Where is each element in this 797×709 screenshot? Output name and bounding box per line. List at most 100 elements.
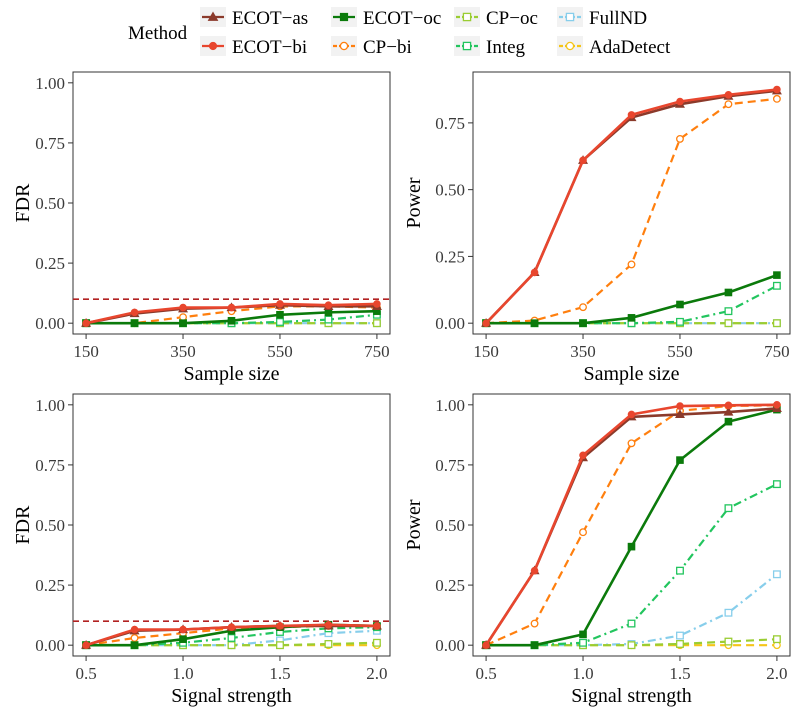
y-tick-label: 0.00 xyxy=(435,636,465,655)
data-point xyxy=(324,301,333,309)
y-axis-title: Power xyxy=(403,499,425,550)
data-point xyxy=(676,640,684,648)
y-tick-label: 0.25 xyxy=(435,576,465,595)
data-point xyxy=(130,634,139,642)
legend-label: FullND xyxy=(589,8,647,29)
legend-item: ECOT−oc xyxy=(331,7,441,29)
data-point xyxy=(773,401,781,409)
legend-label: Integ xyxy=(486,37,526,58)
data-point xyxy=(772,281,781,290)
data-point xyxy=(724,288,733,297)
data-point xyxy=(772,570,781,579)
data-point xyxy=(482,319,490,327)
legend-key-marker xyxy=(208,41,218,51)
legend-key-marker xyxy=(462,12,472,22)
y-tick-label: 0.00 xyxy=(435,314,465,333)
y-tick-label: 0.75 xyxy=(35,456,65,475)
data-point xyxy=(227,623,236,631)
y-tick-label: 0.25 xyxy=(35,576,65,595)
data-point xyxy=(627,410,636,419)
panel-fdr-signal: 0.00 0.25 0.50 0.75 1.00 0.5 1.0 1.5 2.0 Signal s… xyxy=(12,393,391,707)
data-point xyxy=(130,641,139,649)
legend: Method ECOT−as ECOT−oc CP−oc FullND ECOT−bi CP… xyxy=(128,7,671,58)
data-point xyxy=(676,97,684,106)
data-point xyxy=(373,622,381,630)
x-tick-label: 150 xyxy=(73,342,99,361)
data-point xyxy=(676,631,684,640)
x-tick-label: 350 xyxy=(570,342,596,361)
data-point xyxy=(579,156,587,165)
data-point xyxy=(676,566,684,575)
data-point xyxy=(627,641,636,650)
data-point xyxy=(82,319,90,327)
data-point xyxy=(724,608,733,617)
x-tick-label: 350 xyxy=(170,342,196,361)
legend-key-marker xyxy=(565,12,575,22)
panel-power-signal: 0.00 0.25 0.50 0.75 1.00 0.5 1.0 1.5 2.0 Signal s… xyxy=(403,393,791,707)
data-point xyxy=(530,268,539,277)
x-axis-title: Sample size xyxy=(583,363,679,385)
data-point xyxy=(276,318,284,326)
y-tick-label: 0.00 xyxy=(35,314,65,333)
data-point xyxy=(276,310,284,319)
y-axis-title: Power xyxy=(403,177,425,228)
data-point xyxy=(724,637,733,646)
data-point xyxy=(373,300,381,308)
data-point xyxy=(724,401,733,410)
data-point xyxy=(627,439,636,448)
x-tick-label: 0.5 xyxy=(75,664,96,683)
y-tick-label: 0.50 xyxy=(35,194,65,213)
data-point xyxy=(130,625,139,634)
x-tick-label: 550 xyxy=(267,342,293,361)
y-tick-label: 1.00 xyxy=(435,396,465,415)
data-point xyxy=(130,308,139,317)
data-point xyxy=(530,566,539,575)
series-ecot-bi xyxy=(82,620,381,649)
x-tick-label: 750 xyxy=(364,342,390,361)
legend-key-marker xyxy=(565,41,575,51)
data-point xyxy=(130,319,139,327)
data-point xyxy=(724,504,733,513)
data-point xyxy=(227,634,236,642)
legend-item: ECOT−bi xyxy=(200,36,307,58)
legend-item: CP−oc xyxy=(454,7,538,29)
data-point xyxy=(579,630,587,639)
data-point xyxy=(676,134,684,143)
data-point xyxy=(723,406,734,416)
legend-item: FullND xyxy=(557,7,647,29)
data-point xyxy=(579,319,587,327)
data-point xyxy=(372,638,381,647)
y-tick-label: 0.25 xyxy=(435,247,465,266)
x-tick-label: 750 xyxy=(764,342,790,361)
x-tick-label: 150 xyxy=(473,342,499,361)
x-axis-title: Sample size xyxy=(183,363,279,385)
legend-key-marker xyxy=(339,41,349,51)
legend-item: Integ xyxy=(454,36,526,58)
data-point xyxy=(772,635,781,644)
data-point xyxy=(772,480,781,489)
data-point xyxy=(772,319,781,328)
data-point xyxy=(324,315,333,324)
data-point xyxy=(676,456,684,464)
data-point xyxy=(179,319,187,327)
data-point xyxy=(579,451,587,460)
data-point xyxy=(773,85,781,94)
data-point xyxy=(179,625,187,634)
data-point xyxy=(724,417,733,426)
data-point xyxy=(179,303,187,312)
data-point xyxy=(627,111,636,119)
legend-key-marker xyxy=(207,11,219,21)
y-tick-label: 0.75 xyxy=(435,114,465,133)
data-point xyxy=(530,641,539,649)
x-tick-label: 550 xyxy=(667,342,693,361)
data-point xyxy=(276,622,284,630)
series-ecot-bi xyxy=(82,300,381,327)
data-point xyxy=(276,300,284,308)
legend-title: Method xyxy=(128,23,188,44)
y-tick-label: 1.00 xyxy=(35,396,65,415)
legend-key-marker xyxy=(339,12,349,22)
x-tick-label: 1.5 xyxy=(269,664,290,683)
legend-label: ECOT−oc xyxy=(363,8,441,29)
data-point xyxy=(530,619,539,628)
